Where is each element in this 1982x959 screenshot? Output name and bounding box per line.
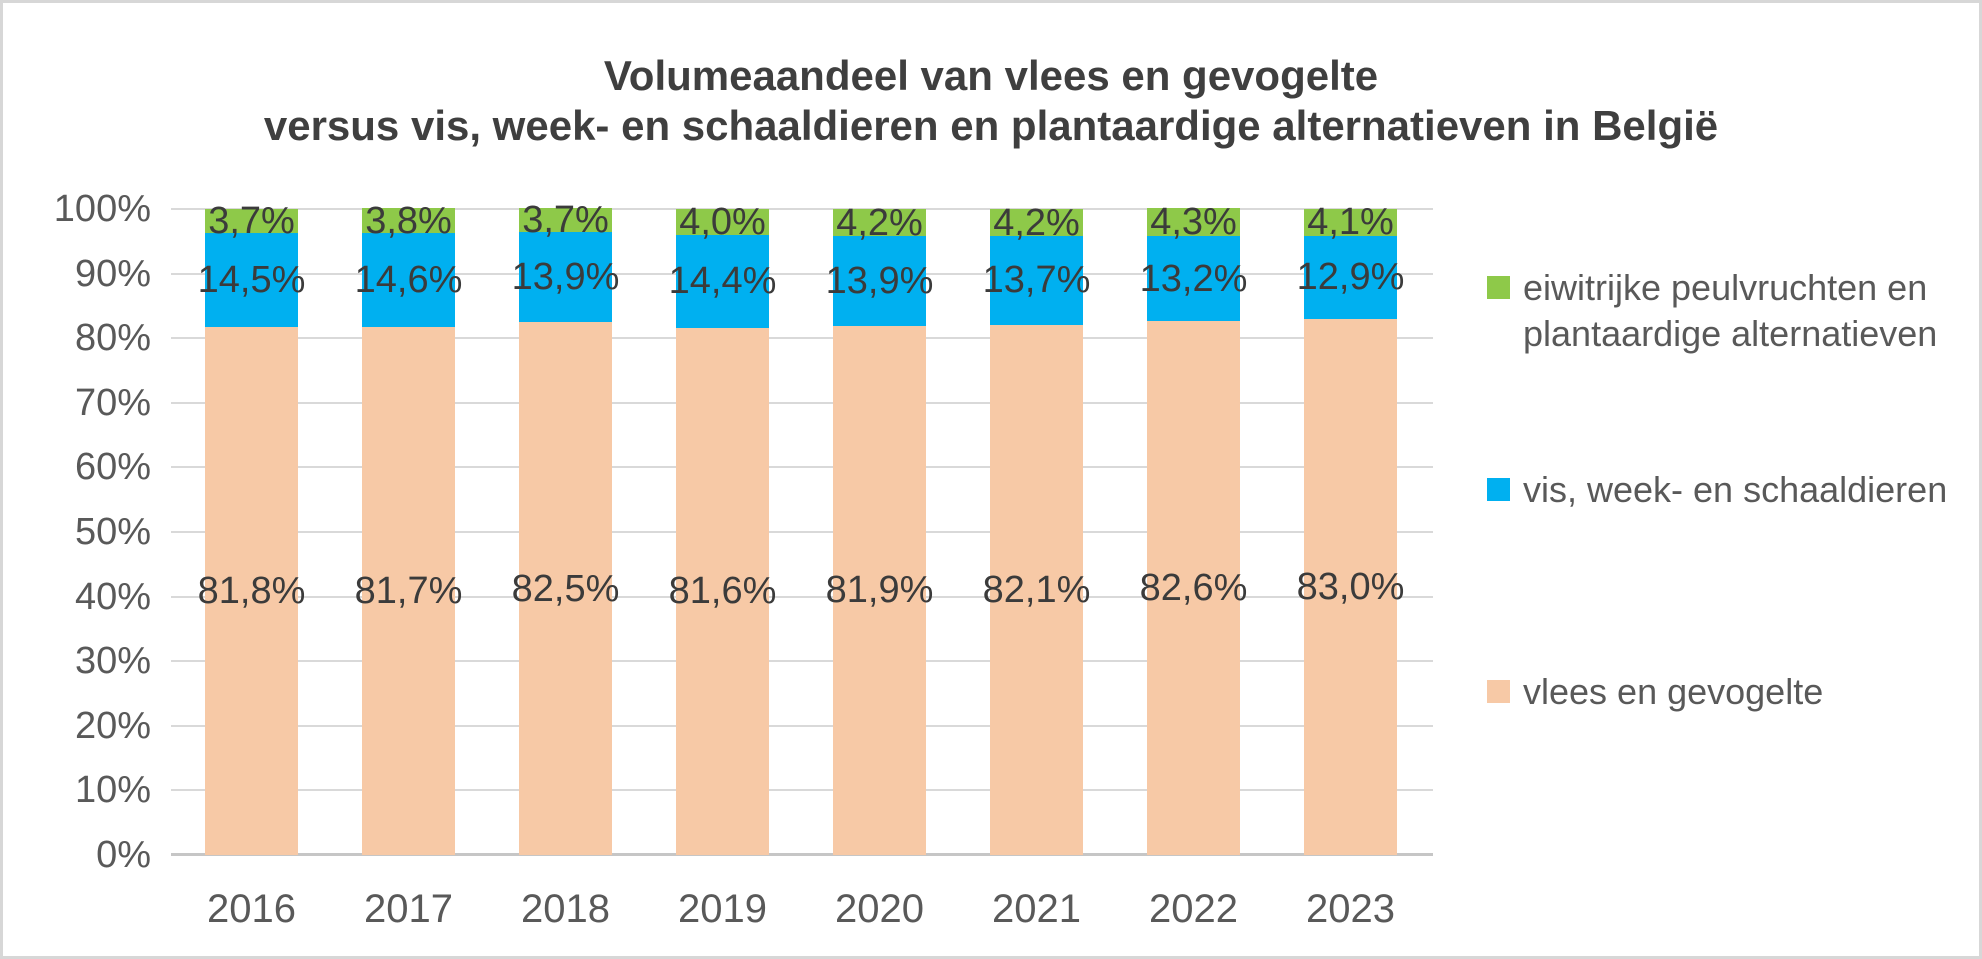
legend-label: eiwitrijke peulvruchten en plantaardige … xyxy=(1523,267,1938,354)
y-tick-label: 20% xyxy=(74,704,151,747)
bar-segment-2023-0 xyxy=(1304,318,1397,855)
h-gridline xyxy=(171,531,1433,533)
data-label: 82,1% xyxy=(982,568,1091,611)
data-label: 81,6% xyxy=(668,570,777,613)
legend-label: vlees en gevogelte xyxy=(1523,671,1824,712)
x-tick-label: 2022 xyxy=(1149,887,1238,931)
h-gridline xyxy=(171,337,1433,340)
bar-segment-2020-1 xyxy=(833,236,926,326)
bar-segment-2022-0 xyxy=(1147,321,1240,855)
data-label: 14,6% xyxy=(354,259,463,302)
data-label: 13,2% xyxy=(1139,257,1248,300)
h-gridline xyxy=(171,208,1433,210)
y-tick-label: 50% xyxy=(74,511,151,553)
data-label: 4,2% xyxy=(993,201,1080,244)
bar-segment-2022-1 xyxy=(1147,236,1240,322)
y-tick-label: 40% xyxy=(74,575,151,618)
data-label: 82,6% xyxy=(1139,567,1248,610)
x-tick-label: 2017 xyxy=(364,887,453,931)
h-gridline xyxy=(171,789,1433,792)
bar-segment-2017-0 xyxy=(362,327,455,855)
plot-area: 81,8% 14,5% 3,7% 81,7% 14,6% 3,8% 82,5% 13,9% 3,… xyxy=(171,199,1433,856)
chart-title-line1: Volumeaandeel van vlees en gevogelte xyxy=(603,52,1379,99)
data-label: 12,9% xyxy=(1296,256,1405,299)
legend-swatch-icon xyxy=(1487,680,1510,703)
x-tick-label: 2018 xyxy=(521,887,610,931)
data-label: 3,7% xyxy=(522,199,609,242)
bar-segment-2021-0 xyxy=(990,324,1083,855)
chart-title: Volumeaandeel van vlees en gevogelte ver… xyxy=(3,51,1979,151)
bar-segment-2019-0 xyxy=(676,327,769,855)
y-tick-label: 100% xyxy=(53,188,151,230)
bar-segment-2021-2 xyxy=(990,209,1083,237)
data-label: 3,7% xyxy=(208,199,295,242)
bar-segment-2017-1 xyxy=(362,232,455,328)
data-label: 83,0% xyxy=(1296,565,1405,608)
bar-segment-2016-0 xyxy=(205,326,298,855)
data-label: 4,2% xyxy=(836,201,923,244)
bar-segment-2018-2 xyxy=(519,208,612,233)
bar-segment-2023-1 xyxy=(1304,235,1397,319)
h-gridline xyxy=(171,595,1433,598)
bar-segment-2020-0 xyxy=(833,325,926,855)
h-gridline xyxy=(171,724,1433,727)
legend-item: vis, week- en schaaldieren xyxy=(1487,467,1968,513)
h-gridline xyxy=(171,272,1433,275)
h-gridline xyxy=(171,660,1433,663)
data-label: 14,4% xyxy=(668,260,777,303)
legend-swatch-icon xyxy=(1487,478,1510,501)
data-label: 3,8% xyxy=(365,199,452,242)
x-tick-label: 2023 xyxy=(1306,887,1395,931)
h-gridline xyxy=(171,466,1433,469)
bar-segment-2018-0 xyxy=(519,322,612,855)
legend-item: vlees en gevogelte xyxy=(1487,669,1968,715)
x-tick-label: 2016 xyxy=(207,887,296,931)
bar-segment-2019-2 xyxy=(676,209,769,235)
data-label: 81,8% xyxy=(197,569,306,612)
x-tick-label: 2021 xyxy=(992,887,1081,931)
legend-label: vis, week- en schaaldieren xyxy=(1523,469,1948,510)
bar-segment-2023-2 xyxy=(1304,209,1397,236)
bar-segment-2022-2 xyxy=(1147,208,1240,237)
y-tick-label: 0% xyxy=(96,834,151,876)
bar-segment-2018-1 xyxy=(519,232,612,323)
legend-item: eiwitrijke peulvruchten en plantaardige … xyxy=(1487,265,1968,357)
h-gridline xyxy=(171,401,1433,404)
y-tick-label: 70% xyxy=(74,381,151,424)
data-label: 4,1% xyxy=(1307,201,1394,244)
bar-segment-2017-2 xyxy=(362,208,455,233)
y-tick-label: 80% xyxy=(74,317,151,360)
data-label: 13,9% xyxy=(511,256,620,299)
data-label: 81,7% xyxy=(354,570,463,613)
data-label: 13,9% xyxy=(825,260,934,303)
y-tick-label: 60% xyxy=(74,446,151,489)
bar-segment-2016-2 xyxy=(205,209,298,233)
x-tick-label: 2019 xyxy=(678,887,767,931)
data-label: 14,5% xyxy=(197,258,306,301)
data-label: 82,5% xyxy=(511,567,620,610)
data-label: 13,7% xyxy=(982,259,1091,302)
y-tick-label: 10% xyxy=(74,769,151,812)
x-axis-line xyxy=(171,853,1433,856)
bar-segment-2021-1 xyxy=(990,236,1083,325)
bar-segment-2016-1 xyxy=(205,232,298,327)
bar-segment-2019-1 xyxy=(676,234,769,328)
data-label: 4,3% xyxy=(1150,201,1237,244)
chart-title-line2: versus vis, week- en schaaldieren en pla… xyxy=(263,102,1719,149)
y-tick-label: 90% xyxy=(74,252,151,295)
data-label: 4,0% xyxy=(679,200,766,243)
y-tick-label: 30% xyxy=(74,640,151,683)
legend-swatch-icon xyxy=(1487,276,1510,299)
data-label: 81,9% xyxy=(825,569,934,612)
bar-segment-2020-2 xyxy=(833,209,926,237)
x-tick-label: 2020 xyxy=(835,887,924,931)
